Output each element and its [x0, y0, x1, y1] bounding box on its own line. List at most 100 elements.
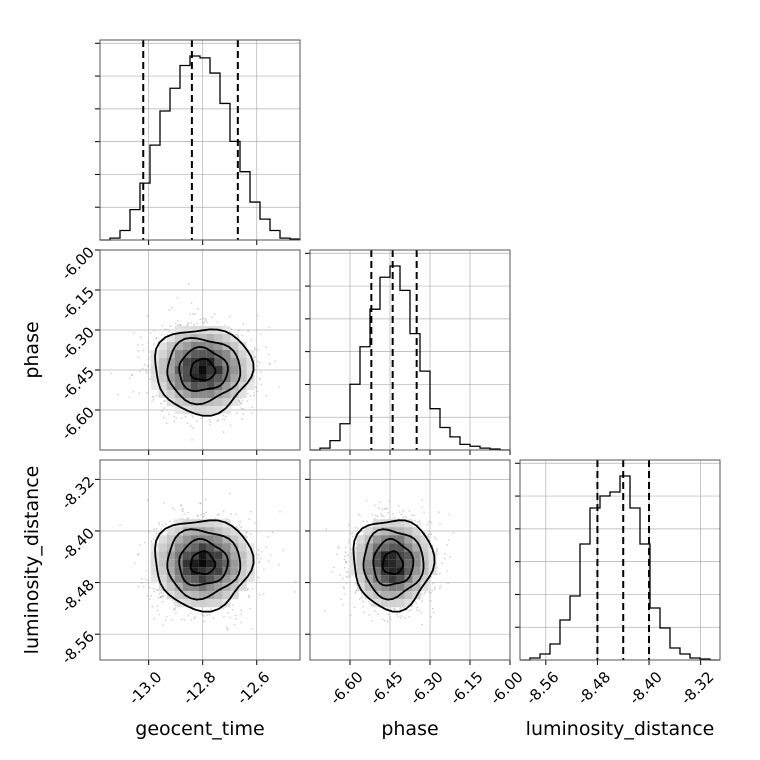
scatter-point [397, 504, 400, 507]
scatter-point [379, 501, 382, 504]
scatter-point [418, 520, 421, 522]
scatter-point [293, 591, 296, 593]
scatter-point [152, 395, 155, 398]
scatter-point [368, 525, 371, 528]
density-cell [182, 358, 191, 366]
density-cell [190, 567, 199, 576]
density-contour [178, 346, 229, 393]
scatter-point [448, 513, 451, 516]
scatter-point [157, 522, 160, 524]
density-cell [238, 366, 247, 374]
scatter-point [164, 328, 167, 331]
density-cell [190, 326, 199, 334]
scatter-point [434, 538, 437, 540]
density-cell [174, 575, 183, 584]
scatter-point [193, 323, 196, 326]
density-cell [246, 366, 255, 374]
scatter-point [221, 418, 224, 421]
scatter-point [348, 575, 351, 577]
scatter-point [403, 616, 406, 619]
scatter-point [181, 510, 184, 513]
scatter-point [408, 509, 411, 512]
x-tick-label: -12.6 [233, 668, 273, 708]
density-cell [182, 326, 191, 334]
density-cell [150, 567, 159, 576]
density-cell [174, 599, 183, 608]
scatter-point [426, 523, 429, 526]
scatter-point [427, 533, 430, 536]
scatter-point [213, 517, 216, 520]
scatter-point [193, 617, 196, 620]
scatter-point [175, 416, 178, 419]
scatter-point [436, 552, 439, 555]
scatter-point [268, 326, 270, 329]
phase-vs-geocent-time-frame [99, 249, 301, 451]
scatter-point [256, 360, 259, 363]
scatter-point [170, 306, 173, 309]
scatter-point [230, 513, 233, 515]
density-contour [166, 528, 242, 601]
scatter-point [160, 596, 163, 599]
density-cell [158, 366, 167, 374]
density-cell [158, 551, 167, 560]
scatter-point [147, 582, 150, 585]
scatter-point [139, 370, 142, 372]
x-tick-label: -8.48 [574, 668, 614, 708]
density-cell [198, 591, 207, 600]
scatter-point [133, 562, 136, 565]
density-cell [222, 366, 231, 374]
density-cell [166, 583, 175, 592]
scatter-point [247, 330, 250, 333]
scatter-point [350, 548, 352, 551]
x-tick-label: -12.8 [179, 668, 219, 708]
density-cell [174, 374, 183, 382]
scatter-point [206, 321, 209, 324]
scatter-point [242, 323, 245, 326]
scatter-point [174, 322, 177, 325]
density-cell [182, 366, 191, 374]
scatter-point [242, 413, 245, 415]
scatter-point [194, 616, 197, 619]
scatter-point [155, 337, 158, 340]
scatter-point [159, 596, 162, 599]
density-cell [222, 406, 231, 414]
density-cell [222, 350, 231, 358]
scatter-point [258, 593, 261, 596]
scatter-point [234, 513, 237, 516]
density-cell [206, 398, 215, 406]
scatter-point [278, 386, 281, 388]
scatter-point [392, 516, 395, 519]
density-cell [174, 543, 183, 552]
density-cell [206, 575, 215, 584]
density-cell [158, 567, 167, 576]
scatter-point [146, 595, 149, 598]
scatter-point [342, 603, 345, 606]
density-cell [166, 551, 175, 560]
scatter-point [132, 390, 135, 393]
scatter-point [212, 617, 215, 620]
scatter-point [132, 331, 135, 334]
scatter-point [396, 613, 399, 616]
scatter-point [222, 431, 225, 433]
scatter-point [239, 402, 242, 405]
density-cell [166, 358, 175, 366]
scatter-point [128, 377, 131, 380]
scatter-point [153, 617, 155, 620]
scatter-point [337, 547, 340, 550]
scatter-point [153, 329, 156, 332]
scatter-point [349, 532, 352, 535]
scatter-point [164, 619, 167, 621]
scatter-point [383, 620, 386, 622]
scatter-point [156, 589, 159, 592]
scatter-point [140, 582, 143, 584]
density-cell [198, 599, 207, 608]
scatter-point [178, 324, 181, 326]
scatter-point [161, 524, 164, 527]
scatter-point [204, 319, 207, 322]
phase-histogram-frame [309, 249, 511, 451]
scatter-point [392, 512, 394, 515]
scatter-point [370, 603, 373, 606]
density-cell [230, 390, 239, 398]
scatter-point [373, 610, 376, 612]
density-cell [238, 382, 247, 390]
